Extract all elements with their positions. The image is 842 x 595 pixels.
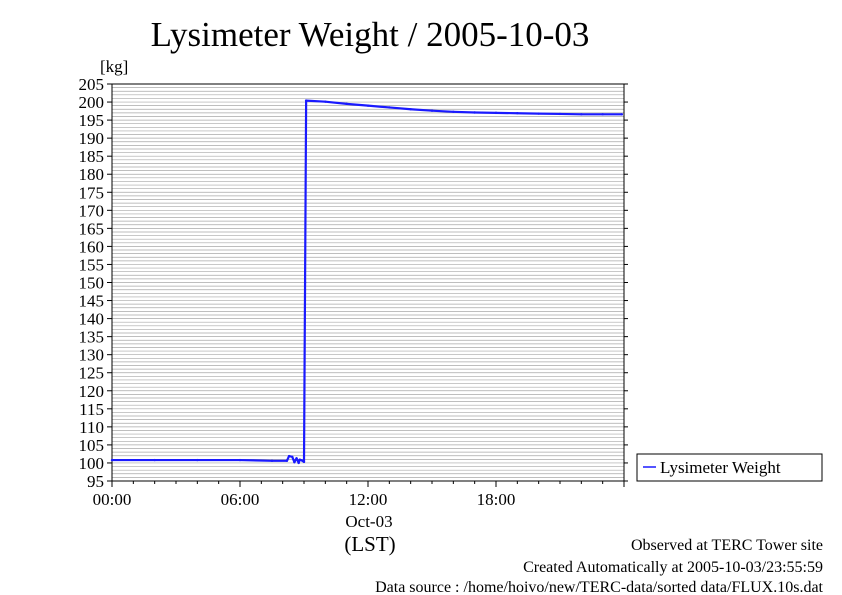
data-point	[196, 458, 199, 462]
x-tick-label: 18:00	[477, 490, 516, 509]
data-point	[388, 106, 391, 109]
y-tick-label: 120	[79, 382, 105, 401]
y-tick-label: 155	[79, 255, 105, 274]
data-point	[270, 459, 274, 462]
y-tick-label: 115	[79, 400, 104, 419]
y-tick-label: 170	[79, 201, 105, 220]
footer-observed: Observed at TERC Tower site	[631, 537, 823, 554]
y-tick-label: 200	[79, 93, 105, 112]
data-point	[153, 458, 156, 462]
data-point	[297, 461, 300, 465]
data-point	[516, 112, 519, 115]
y-tick-label: 175	[79, 183, 105, 202]
legend-box	[636, 453, 823, 482]
chart-title: Lysimeter Weight / 2005-10-03	[151, 15, 590, 54]
data-point	[238, 458, 242, 462]
data-point	[494, 111, 498, 115]
y-tick-label: 205	[79, 75, 105, 94]
y-tick-label: 105	[79, 436, 105, 455]
data-point	[291, 455, 294, 459]
data-point	[366, 104, 370, 107]
data-point	[473, 111, 476, 114]
grid-lines	[112, 83, 624, 482]
date-label: Oct-03	[345, 512, 392, 531]
x-tick-label: 06:00	[221, 490, 260, 509]
y-tick-label: 185	[79, 147, 105, 166]
data-point	[430, 109, 434, 112]
y-tick-label: 190	[79, 129, 105, 148]
data-point	[304, 99, 308, 102]
y-tick-label: 140	[79, 310, 105, 329]
timezone-label: (LST)	[344, 532, 395, 556]
y-tick-label: 135	[79, 328, 105, 347]
data-point	[293, 461, 296, 464]
legend: Lysimeter Weight	[636, 453, 823, 482]
data-point	[558, 112, 562, 116]
footer-created: Created Automatically at 2005-10-03/23:5…	[523, 559, 823, 576]
y-tick-label: 125	[79, 364, 105, 383]
data-point	[287, 454, 291, 458]
y-tick-label: 110	[79, 418, 104, 437]
y-tick-label: 195	[79, 111, 105, 130]
y-tick-label: 95	[87, 472, 104, 491]
data-point	[580, 113, 583, 116]
data-point	[537, 112, 540, 115]
y-tick-label: 165	[79, 219, 105, 238]
legend-label: Lysimeter Weight	[660, 458, 781, 477]
data-point	[345, 102, 348, 106]
data-point	[303, 281, 307, 284]
y-tick-label: 160	[79, 237, 105, 256]
data-point	[300, 459, 304, 462]
y-tick-label: 130	[79, 346, 105, 365]
data-point	[452, 110, 455, 113]
y-tick-label: 100	[79, 454, 105, 473]
footer-source: Data source : /home/hoivo/new/TERC-data/…	[375, 579, 823, 595]
x-tick-label: 12:00	[349, 490, 388, 509]
data-point	[298, 458, 301, 461]
x-axis-ticks: 00:00 06:00 12:00 18:00	[93, 481, 625, 509]
y-tick-label: 150	[79, 274, 105, 293]
y-axis-ticks: 9510010511011512012513013514014515015516…	[79, 75, 628, 491]
series-layer	[110, 99, 624, 465]
plot-frame	[111, 83, 625, 482]
y-tick-label: 180	[79, 165, 105, 184]
x-tick-label: 00:00	[93, 490, 132, 509]
y-tick-label: 145	[79, 292, 105, 311]
y-axis-unit: [kg]	[100, 57, 128, 76]
data-point	[295, 457, 298, 460]
data-point	[409, 108, 412, 111]
data-point	[302, 460, 306, 464]
data-point	[324, 100, 327, 103]
data-point	[601, 113, 604, 116]
data-point	[110, 458, 114, 462]
data-point	[620, 113, 624, 116]
data-point	[285, 459, 289, 462]
